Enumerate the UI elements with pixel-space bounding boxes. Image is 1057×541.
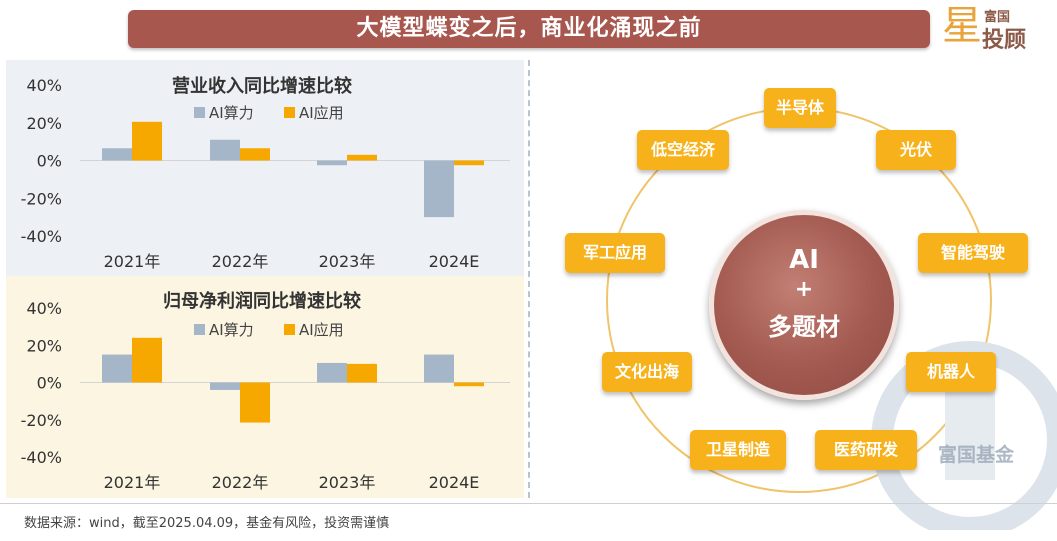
page-title: 大模型蝶变之后，商业化涌现之前: [356, 16, 702, 41]
x-tick-label: 2022年: [212, 252, 269, 271]
y-tick-label: 40%: [26, 76, 62, 95]
bar-compute: [210, 139, 240, 161]
bar-application: [454, 160, 484, 166]
legend-label-compute: AI算力: [209, 321, 254, 339]
node-robot: 机器人: [906, 352, 996, 392]
y-tick-label: -20%: [21, 411, 62, 430]
x-tick-label: 2021年: [104, 473, 161, 492]
center-label-ai: AI: [789, 245, 819, 275]
bar-compute: [210, 382, 240, 390]
bar-compute: [317, 160, 347, 166]
node-photovoltaic: 光伏: [876, 130, 956, 170]
center-label-plus: +: [794, 277, 814, 302]
panel-divider: [528, 60, 530, 498]
brand-logo: 星 富国 投顾: [942, 2, 1052, 53]
bar-charts: 营业收入同比增速比较 40% 20% 0% -20% -40% 2021年 2022年 2023…: [21, 75, 510, 492]
bar-application: [132, 337, 162, 383]
chart-title: 营业收入同比增速比较: [172, 75, 352, 97]
node-satellite: 卫星制造: [690, 430, 786, 470]
node-smart-driving: 智能驾驶: [918, 233, 1028, 273]
x-tick-label: 2021年: [104, 252, 161, 271]
y-tick-label: 20%: [26, 114, 62, 133]
bar-compute: [102, 354, 132, 383]
title-bar: 大模型蝶变之后，商业化涌现之前: [128, 10, 930, 48]
x-tick-label: 2023年: [319, 252, 376, 271]
x-tick-label: 2022年: [212, 473, 269, 492]
y-tick-label: 0%: [37, 152, 62, 171]
y-tick-label: 20%: [26, 336, 62, 355]
bar-application: [240, 148, 270, 161]
x-tick-label: 2024E: [429, 473, 480, 492]
x-tick-label: 2024E: [429, 252, 480, 271]
y-tick-label: -20%: [21, 189, 62, 208]
y-tick-label: 40%: [26, 299, 62, 318]
bar-application: [347, 363, 377, 383]
brand-name-main: 投顾: [982, 28, 1027, 53]
bar-application: [454, 382, 484, 387]
node-pharma-rd: 医药研发: [815, 430, 917, 470]
center-circle: AI + 多题材: [709, 210, 899, 400]
y-tick-label: 0%: [37, 374, 62, 393]
brand-name-top: 富国: [984, 10, 1011, 25]
chart-title: 归母净利润同比增速比较: [163, 290, 361, 312]
bar-compute: [102, 148, 132, 161]
legend-label-compute: AI算力: [209, 104, 254, 122]
x-tick-label: 2023年: [319, 473, 376, 492]
bar-compute: [317, 362, 347, 383]
legend-swatch-compute: [194, 324, 205, 335]
watermark-text: 富国基金: [938, 444, 1015, 466]
bar-application: [240, 382, 270, 423]
center-label-topics: 多题材: [768, 313, 840, 341]
node-military: 军工应用: [565, 233, 665, 273]
brand-star-mark: 星: [942, 3, 982, 49]
legend-swatch-application: [284, 324, 295, 335]
source-footnote: 数据来源：wind，截至2025.04.09，基金有风险，投资需谨慎: [24, 516, 390, 531]
bar-compute: [424, 160, 454, 218]
legend-swatch-compute: [194, 107, 205, 118]
y-tick-label: -40%: [21, 448, 62, 467]
legend-label-application: AI应用: [299, 321, 344, 339]
node-culture-export: 文化出海: [602, 352, 692, 392]
legend-label-application: AI应用: [299, 104, 344, 122]
node-semiconductor: 半导体: [764, 88, 836, 128]
footer-divider: [0, 503, 1057, 504]
bar-compute: [424, 354, 454, 383]
legend-swatch-application: [284, 107, 295, 118]
y-tick-label: -40%: [21, 227, 62, 246]
bar-application: [132, 121, 162, 161]
node-low-altitude: 低空经济: [637, 130, 729, 170]
bar-application: [347, 154, 377, 161]
